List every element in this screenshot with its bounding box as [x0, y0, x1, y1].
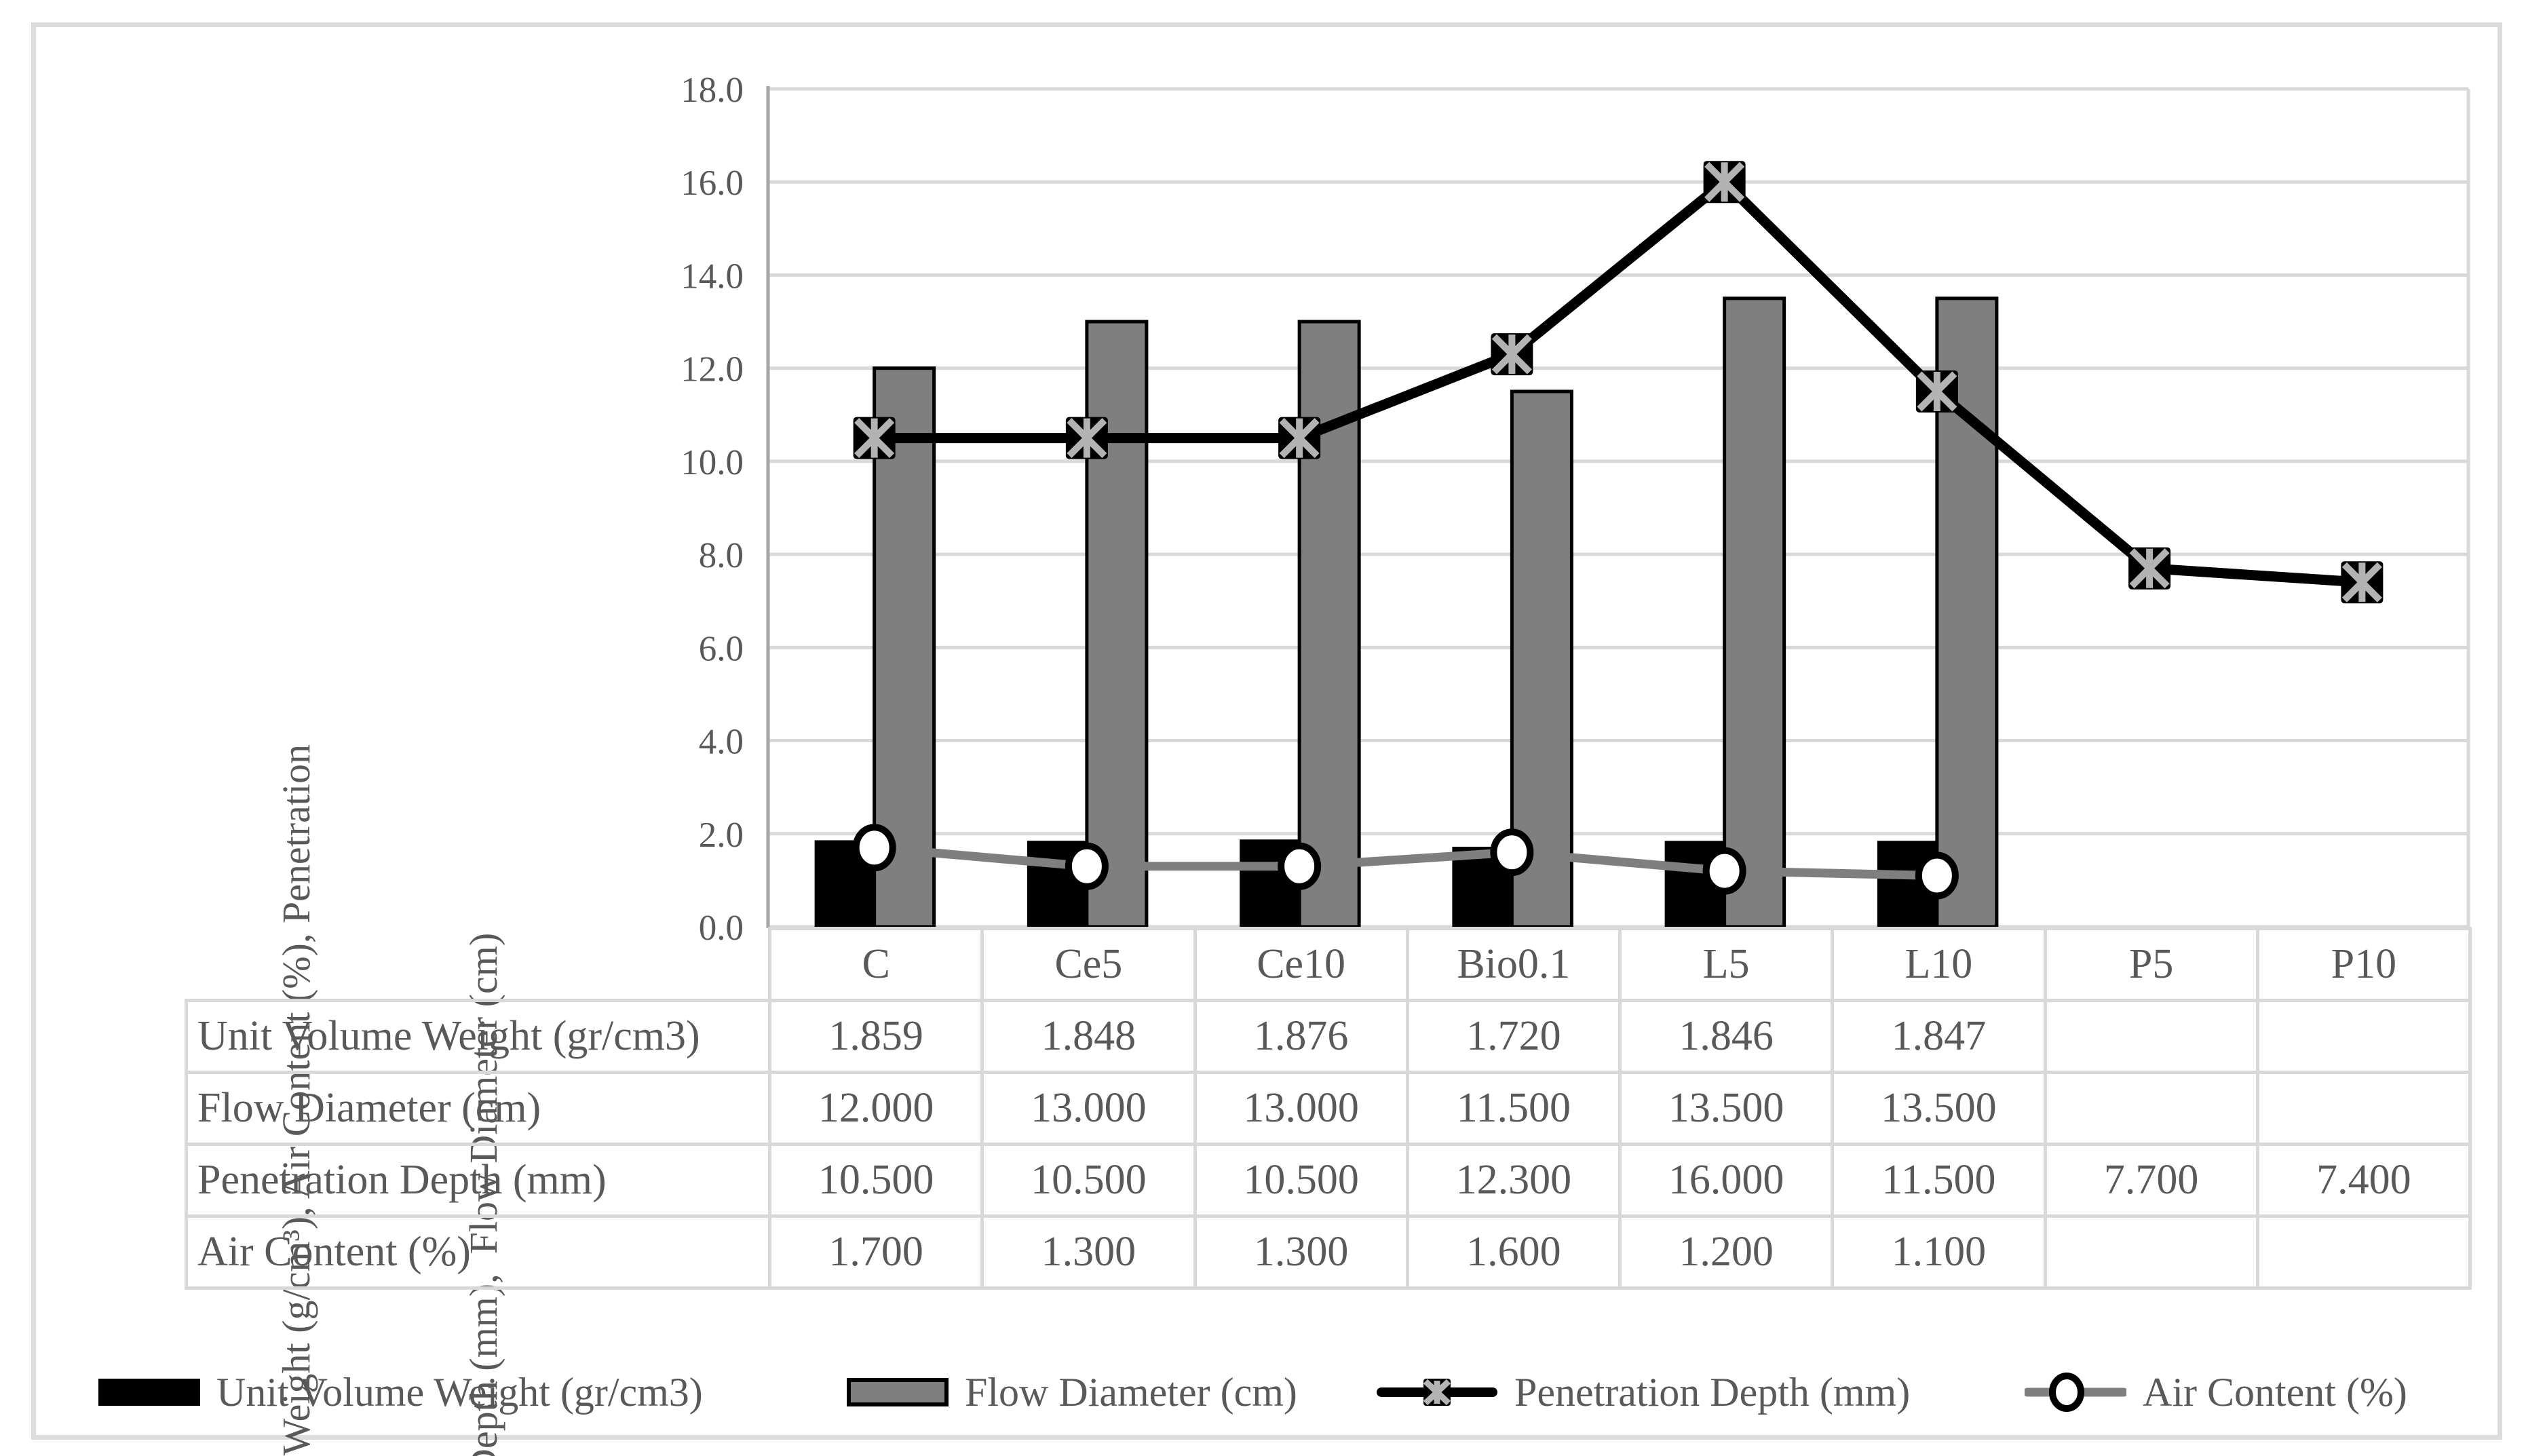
row-label: Flow Diameter (cm) — [185, 1071, 771, 1146]
cell-L10: 1.847 — [1831, 999, 2047, 1074]
marker-star-spoke — [1279, 418, 1320, 459]
column-header-C: C — [767, 927, 984, 1002]
table-row: Penetration Depth (mm) 10.500 10.500 10.500… — [185, 1143, 2472, 1218]
gray-line-circle-marker-icon — [2025, 1373, 2126, 1412]
cell-Bio0.1: 12.300 — [1405, 1143, 1622, 1218]
gray-bar-swatch-icon — [847, 1378, 949, 1406]
air-content-marker-C — [852, 824, 896, 872]
figure-frame — [31, 22, 2502, 1440]
column-header-P5: P5 — [2043, 927, 2259, 1002]
penetration-depth-line — [874, 175, 2362, 588]
cell-P5 — [2043, 1071, 2259, 1146]
legend-label: Flow Diameter (cm) — [965, 1369, 1297, 1415]
air-content-marker-L10 — [1915, 851, 1959, 900]
column-header-Bio0.1: Bio0.1 — [1405, 927, 1622, 1002]
cell-P10 — [2255, 1071, 2472, 1146]
air-content-line — [874, 843, 1938, 881]
cell-P5 — [2043, 999, 2259, 1074]
cell-L10: 1.100 — [1831, 1214, 2047, 1290]
legend-label: Unit Volume Weight (gr/cm3) — [216, 1369, 703, 1415]
cell-Bio0.1: 1.720 — [1405, 999, 1622, 1074]
y-tick-label: 4.0 — [699, 723, 744, 762]
cell-C: 12.000 — [767, 1071, 984, 1146]
marker-star-spoke — [1917, 371, 1957, 412]
bar-flow-diameter-Ce5 — [1085, 320, 1149, 929]
column-header-Ce5: Ce5 — [980, 927, 1197, 1002]
legend-item-flow-diameter: Flow Diameter (cm) — [847, 1365, 1297, 1419]
chart-data-table: C Ce5 Ce10 Bio0.1 L5 L10 P5 P10 Unit Volume Weig… — [185, 927, 2472, 1290]
cell-P10 — [2255, 1214, 2472, 1290]
marker-star-spoke — [1491, 334, 1532, 375]
legend-item-unit-volume-weight: Unit Volume Weight (gr/cm3) — [98, 1365, 703, 1419]
black-line-star-marker-icon — [1377, 1379, 1497, 1406]
air-content-marker-L5 — [1702, 847, 1746, 895]
cell-Ce5: 13.000 — [980, 1071, 1197, 1146]
air-content-marker-Ce5 — [1065, 842, 1109, 890]
cell-L5: 1.200 — [1618, 1214, 1835, 1290]
cell-P5: 7.700 — [2043, 1143, 2259, 1218]
legend: Unit Volume Weight (gr/cm3) Flow Diamete… — [0, 1365, 2526, 1419]
cell-C: 1.859 — [767, 999, 984, 1074]
cell-C: 1.700 — [767, 1214, 984, 1290]
y-tick-label: 8.0 — [699, 536, 744, 575]
cell-Ce5: 10.500 — [980, 1143, 1197, 1218]
cell-P10 — [2255, 999, 2472, 1074]
combo-chart: 0.0 2.0 4.0 6.0 8.0 10.0 12.0 14.0 16.0 18.0 — [681, 71, 2470, 948]
legend-item-penetration-depth: Penetration Depth (mm) — [1376, 1365, 1910, 1419]
table-row: Air Content (%) 1.700 1.300 1.300 1.600 1.200… — [185, 1214, 2472, 1290]
black-bar-swatch-icon — [98, 1379, 200, 1406]
legend-label: Penetration Depth (mm) — [1514, 1369, 1911, 1415]
cell-P10: 7.400 — [2255, 1143, 2472, 1218]
legend-item-air-content: Air Content (%) — [2025, 1365, 2407, 1419]
marker-star-spoke — [854, 418, 895, 459]
column-header-L5: L5 — [1618, 927, 1835, 1002]
legend-label: Air Content (%) — [2143, 1369, 2407, 1415]
row-label: Air Content (%) — [185, 1214, 771, 1290]
table-corner-cell — [187, 929, 770, 1001]
marker-star-spoke — [1067, 418, 1107, 459]
y-tick-label: 18.0 — [681, 71, 744, 110]
marker-star-spoke — [1704, 161, 1745, 202]
cell-C: 10.500 — [767, 1143, 984, 1218]
table-row: Unit Volume Weight (gr/cm3) 1.859 1.848 1.8… — [185, 999, 2472, 1074]
bar-flow-diameter-Ce10 — [1297, 320, 1361, 929]
y-tick-label: 16.0 — [681, 164, 744, 203]
row-label: Unit Volume Weight (gr/cm3) — [185, 999, 771, 1074]
data-table-grid: C Ce5 Ce10 Bio0.1 L5 L10 P5 P10 Unit Volume Weig… — [185, 927, 2472, 1290]
cell-L5: 16.000 — [1618, 1143, 1835, 1218]
cell-L5: 13.500 — [1618, 1071, 1835, 1146]
cell-Ce10: 10.500 — [1193, 1143, 1409, 1218]
y-tick-label: 0.0 — [699, 908, 744, 948]
row-label: Penetration Depth (mm) — [185, 1143, 771, 1218]
column-header-Ce10: Ce10 — [1193, 927, 1409, 1002]
y-tick-label: 14.0 — [681, 256, 744, 296]
cell-L5: 1.846 — [1618, 999, 1835, 1074]
column-header-L10: L10 — [1831, 927, 2047, 1002]
y-tick-label: 2.0 — [699, 816, 744, 855]
cell-Bio0.1: 1.600 — [1405, 1214, 1622, 1290]
y-tick-label: 6.0 — [699, 629, 744, 668]
cell-Ce10: 1.876 — [1193, 999, 1409, 1074]
column-header-P10: P10 — [2255, 927, 2472, 1002]
cell-Ce10: 13.000 — [1193, 1071, 1409, 1146]
cell-P5 — [2043, 1214, 2259, 1290]
marker-star-spoke — [2129, 548, 2170, 589]
table-row: Flow Diameter (cm) 12.000 13.000 13.000 11.5… — [185, 1071, 2472, 1146]
cell-Ce5: 1.300 — [980, 1214, 1197, 1290]
y-tick-label: 10.0 — [681, 443, 744, 482]
air-content-marker-Bio0.1 — [1490, 828, 1534, 877]
marker-star-spoke — [2341, 562, 2382, 602]
cell-L10: 11.500 — [1831, 1143, 2047, 1218]
cell-L10: 13.500 — [1831, 1071, 2047, 1146]
cell-Ce10: 1.300 — [1193, 1214, 1409, 1290]
air-content-marker-Ce10 — [1278, 842, 1322, 890]
y-tick-label: 12.0 — [681, 350, 744, 389]
bar-flow-diameter-L5 — [1723, 296, 1786, 929]
cell-Bio0.1: 11.500 — [1405, 1071, 1622, 1146]
cell-Ce5: 1.848 — [980, 999, 1197, 1074]
